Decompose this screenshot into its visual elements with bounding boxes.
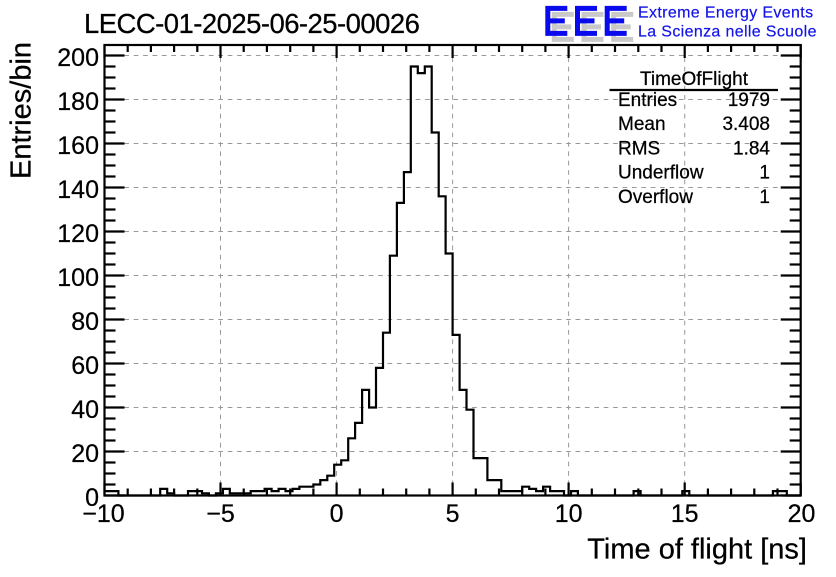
svg-text:60: 60	[71, 352, 99, 380]
svg-text:Underflow: Underflow	[618, 163, 704, 184]
svg-text:20: 20	[71, 440, 99, 468]
svg-text:3.408: 3.408	[722, 114, 770, 135]
svg-text:Extreme Energy Events: Extreme Energy Events	[638, 5, 813, 22]
svg-text:0: 0	[85, 484, 99, 512]
svg-text:5: 5	[446, 500, 460, 528]
svg-text:15: 15	[671, 500, 699, 528]
svg-text:Overflow: Overflow	[618, 187, 693, 208]
svg-text:140: 140	[57, 176, 99, 204]
svg-text:160: 160	[57, 132, 99, 160]
svg-text:TimeOfFlight: TimeOfFlight	[640, 69, 749, 90]
svg-text:La Scienza nelle Scuole: La Scienza nelle Scuole	[638, 24, 817, 41]
svg-text:120: 120	[57, 220, 99, 248]
svg-text:Time of flight [ns]: Time of flight [ns]	[587, 534, 807, 566]
svg-text:0: 0	[330, 500, 344, 528]
svg-text:−5: −5	[206, 500, 235, 528]
svg-text:LECC-01-2025-06-25-00026: LECC-01-2025-06-25-00026	[84, 8, 420, 39]
svg-text:Entries: Entries	[618, 90, 677, 111]
svg-text:180: 180	[57, 88, 99, 116]
svg-text:Entries/bin: Entries/bin	[6, 42, 38, 179]
svg-text:−10: −10	[82, 500, 124, 528]
svg-text:40: 40	[71, 396, 99, 424]
svg-text:200: 200	[57, 44, 99, 72]
svg-text:1: 1	[759, 163, 770, 184]
svg-text:Mean: Mean	[618, 114, 666, 135]
svg-text:100: 100	[57, 264, 99, 292]
svg-text:1979: 1979	[728, 90, 770, 111]
svg-text:RMS: RMS	[618, 138, 660, 159]
svg-text:20: 20	[788, 500, 816, 528]
svg-text:10: 10	[555, 500, 583, 528]
svg-text:1.84: 1.84	[733, 138, 770, 159]
svg-text:80: 80	[71, 308, 99, 336]
svg-text:1: 1	[759, 187, 770, 208]
